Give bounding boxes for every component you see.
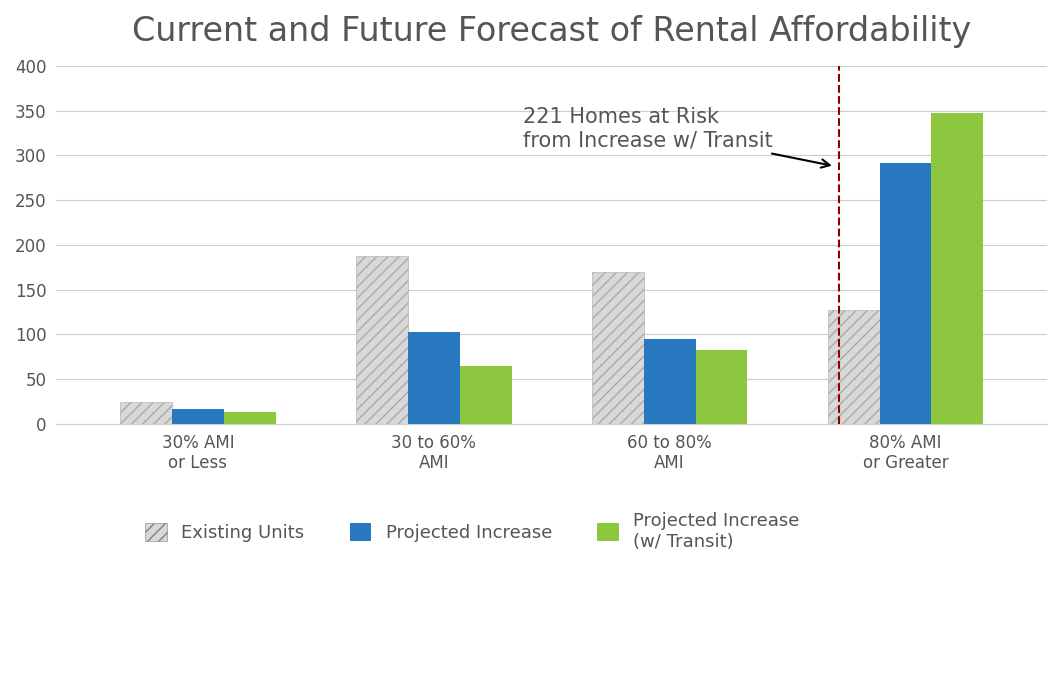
Bar (224, 412, 276, 424)
Bar (827, 310, 879, 424)
Bar (696, 350, 748, 424)
Bar (592, 272, 644, 424)
Bar (356, 256, 408, 424)
Bar (120, 402, 172, 424)
Bar (931, 113, 983, 424)
Title: Current and Future Forecast of Rental Affordability: Current and Future Forecast of Rental Af… (132, 15, 972, 48)
Bar (408, 332, 460, 424)
Legend: Existing Units, Projected Increase, Projected Increase
(w/ Transit): Existing Units, Projected Increase, Proj… (138, 505, 807, 558)
Bar (879, 162, 931, 424)
Bar (460, 366, 512, 424)
Bar (172, 409, 224, 424)
Bar (644, 339, 696, 424)
Text: 221 Homes at Risk
from Increase w/ Transit: 221 Homes at Risk from Increase w/ Trans… (524, 107, 829, 167)
